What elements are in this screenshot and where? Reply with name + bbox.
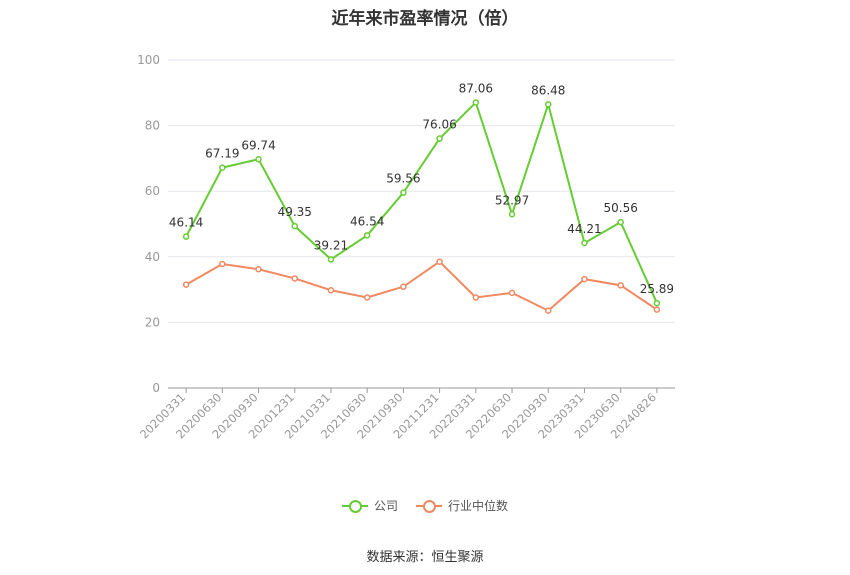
data-label: 49.35: [278, 205, 312, 219]
data-point: [617, 218, 624, 226]
series-line: [185, 100, 658, 304]
data-point: [581, 275, 588, 283]
data-point: [472, 99, 480, 106]
data-point: [363, 294, 371, 301]
data-point: [436, 258, 443, 265]
data-point: [219, 164, 226, 171]
data-label: 44.21: [567, 222, 601, 236]
data-point: [545, 101, 552, 108]
chart-title: 近年来市盈率情况（倍）: [331, 9, 519, 29]
data-label: 59.56: [386, 172, 420, 186]
data-point: [255, 266, 262, 273]
data-point: [327, 287, 335, 294]
y-tick-label: 0: [152, 381, 160, 395]
y-axis-ticks: 0 20 40 60 80 100: [137, 53, 160, 395]
data-label: 46.14: [169, 216, 203, 230]
data-label: 87.06: [459, 81, 493, 95]
data-label: 67.19: [205, 147, 239, 161]
data-point: [400, 189, 407, 196]
y-tick-label: 20: [145, 315, 160, 329]
y-tick-label: 60: [145, 184, 160, 198]
series-line: [185, 260, 658, 312]
data-point: [291, 222, 298, 230]
data-label: 50.56: [603, 201, 637, 215]
data-label: 52.97: [495, 193, 529, 207]
legend-industry-icon: [416, 499, 442, 513]
data-point: [400, 283, 407, 290]
data-point: [653, 306, 661, 313]
data-point: [363, 232, 371, 239]
data-label: 69.74: [241, 138, 275, 152]
data-point: [472, 294, 480, 301]
data-point: [508, 289, 516, 297]
legend-company-icon: [341, 499, 368, 513]
data-point: [617, 282, 624, 289]
data-point: [436, 135, 443, 142]
data-label: 46.54: [350, 214, 384, 228]
line-chart: 0 20 40 60 80 100 202003312020063020200930202…: [137, 53, 675, 442]
data-point: [653, 299, 661, 307]
legend: 公司 行业中位数: [0, 497, 850, 514]
data-point: [182, 281, 190, 288]
data-point: [581, 239, 588, 247]
y-tick-label: 40: [145, 250, 160, 264]
gridlines: [168, 59, 675, 323]
y-tick-label: 80: [145, 119, 160, 133]
data-point: [291, 275, 298, 282]
legend-item-company[interactable]: 公司: [341, 497, 398, 514]
legend-item-industry[interactable]: 行业中位数: [416, 497, 508, 514]
data-source: 数据来源：恒生聚源: [366, 550, 484, 565]
data-label: 76.06: [422, 118, 456, 132]
y-tick-label: 100: [137, 53, 160, 67]
data-point: [219, 260, 226, 268]
legend-industry-label: 行业中位数: [448, 499, 509, 513]
data-point: [182, 233, 190, 240]
data-label: 25.89: [640, 282, 674, 296]
data-point: [508, 211, 516, 218]
x-axis: 2020033120200630202009302020123120210331…: [137, 387, 675, 442]
data-point: [545, 307, 552, 314]
data-label: 39.21: [314, 238, 348, 252]
data-point: [255, 156, 262, 163]
legend-company-label: 公司: [373, 499, 398, 513]
data-label: 86.48: [531, 83, 565, 97]
data-point: [327, 256, 335, 263]
series-lines: [182, 99, 661, 314]
